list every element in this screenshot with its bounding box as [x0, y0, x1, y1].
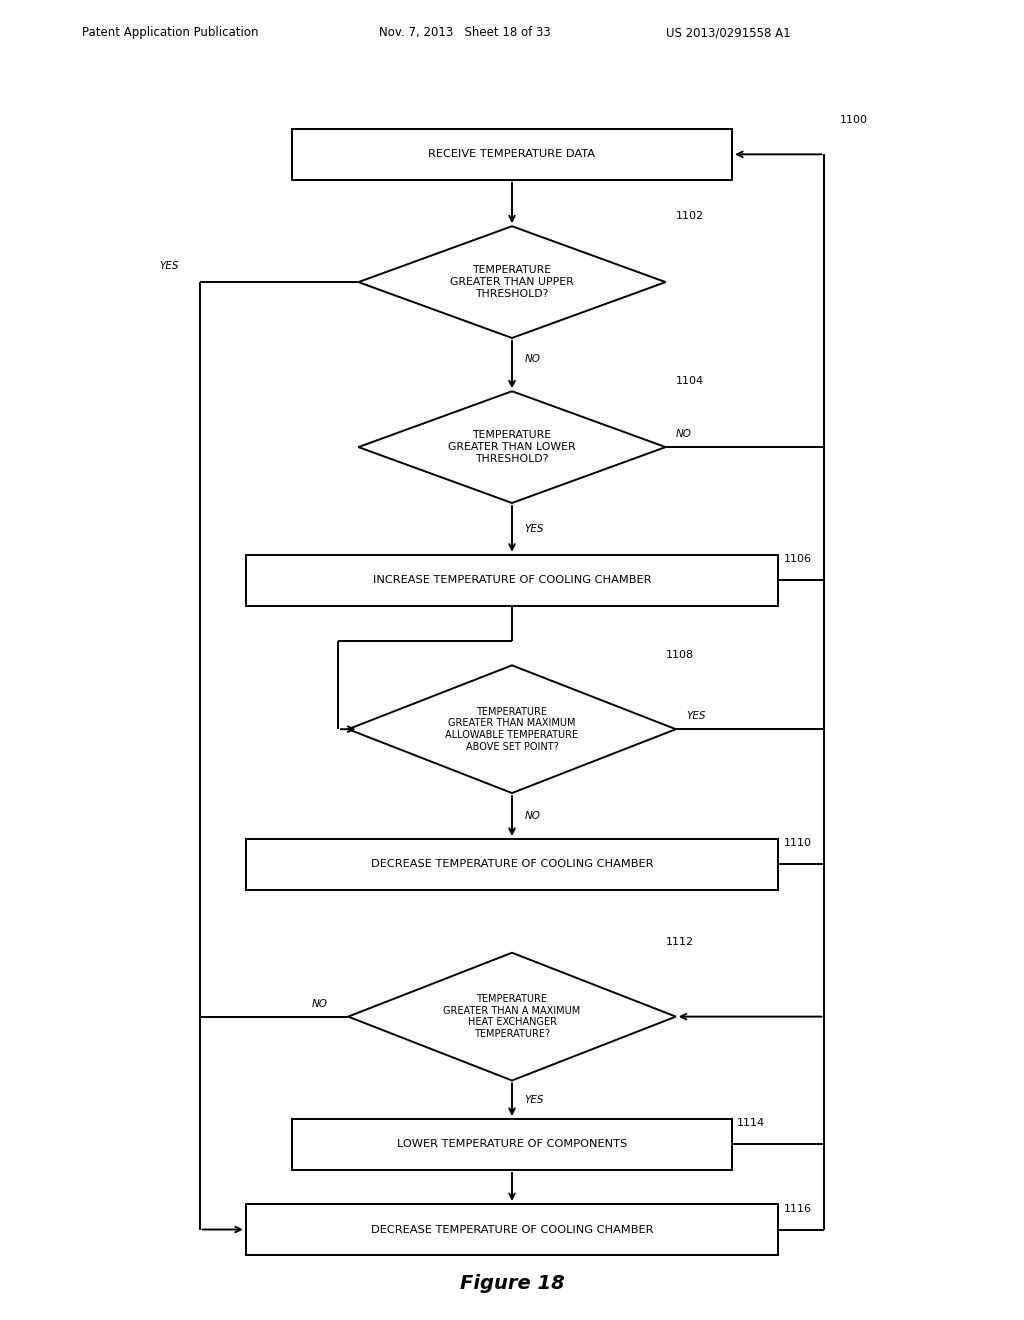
Text: 1114: 1114 — [737, 1118, 765, 1129]
Bar — [292, 129, 732, 180]
Text: NO: NO — [311, 999, 328, 1008]
Text: 1106: 1106 — [783, 554, 811, 564]
Bar — [246, 838, 778, 890]
Text: 1110: 1110 — [783, 838, 811, 849]
Text: TEMPERATURE
GREATER THAN UPPER
THRESHOLD?: TEMPERATURE GREATER THAN UPPER THRESHOLD… — [451, 265, 573, 298]
Text: YES: YES — [524, 1094, 544, 1105]
Text: TEMPERATURE
GREATER THAN MAXIMUM
ALLOWABLE TEMPERATURE
ABOVE SET POINT?: TEMPERATURE GREATER THAN MAXIMUM ALLOWAB… — [445, 706, 579, 751]
Text: YES: YES — [686, 711, 706, 722]
Text: RECEIVE TEMPERATURE DATA: RECEIVE TEMPERATURE DATA — [428, 149, 596, 160]
Bar — [246, 554, 778, 606]
Text: Nov. 7, 2013   Sheet 18 of 33: Nov. 7, 2013 Sheet 18 of 33 — [379, 26, 551, 40]
Bar — [246, 1204, 778, 1255]
Polygon shape — [358, 391, 666, 503]
Text: 1102: 1102 — [676, 211, 703, 220]
Text: DECREASE TEMPERATURE OF COOLING CHAMBER: DECREASE TEMPERATURE OF COOLING CHAMBER — [371, 1225, 653, 1234]
Text: US 2013/0291558 A1: US 2013/0291558 A1 — [666, 26, 791, 40]
Polygon shape — [348, 665, 676, 793]
Text: NO: NO — [524, 354, 541, 364]
Text: NO: NO — [676, 429, 692, 440]
Text: LOWER TEMPERATURE OF COMPONENTS: LOWER TEMPERATURE OF COMPONENTS — [397, 1139, 627, 1150]
Bar — [292, 1119, 732, 1170]
Text: INCREASE TEMPERATURE OF COOLING CHAMBER: INCREASE TEMPERATURE OF COOLING CHAMBER — [373, 576, 651, 585]
Text: NO: NO — [524, 810, 541, 821]
Text: 1112: 1112 — [666, 937, 693, 948]
Text: YES: YES — [524, 524, 544, 533]
Text: 1108: 1108 — [666, 649, 693, 660]
Text: 1100: 1100 — [840, 115, 867, 124]
Text: Figure 18: Figure 18 — [460, 1274, 564, 1294]
Text: TEMPERATURE
GREATER THAN LOWER
THRESHOLD?: TEMPERATURE GREATER THAN LOWER THRESHOLD… — [449, 430, 575, 463]
Text: 1116: 1116 — [783, 1204, 811, 1213]
Text: 1104: 1104 — [676, 376, 703, 385]
Text: DECREASE TEMPERATURE OF COOLING CHAMBER: DECREASE TEMPERATURE OF COOLING CHAMBER — [371, 859, 653, 870]
Text: Patent Application Publication: Patent Application Publication — [82, 26, 258, 40]
Polygon shape — [358, 226, 666, 338]
Text: TEMPERATURE
GREATER THAN A MAXIMUM
HEAT EXCHANGER
TEMPERATURE?: TEMPERATURE GREATER THAN A MAXIMUM HEAT … — [443, 994, 581, 1039]
Text: YES: YES — [160, 261, 179, 271]
Polygon shape — [348, 953, 676, 1081]
